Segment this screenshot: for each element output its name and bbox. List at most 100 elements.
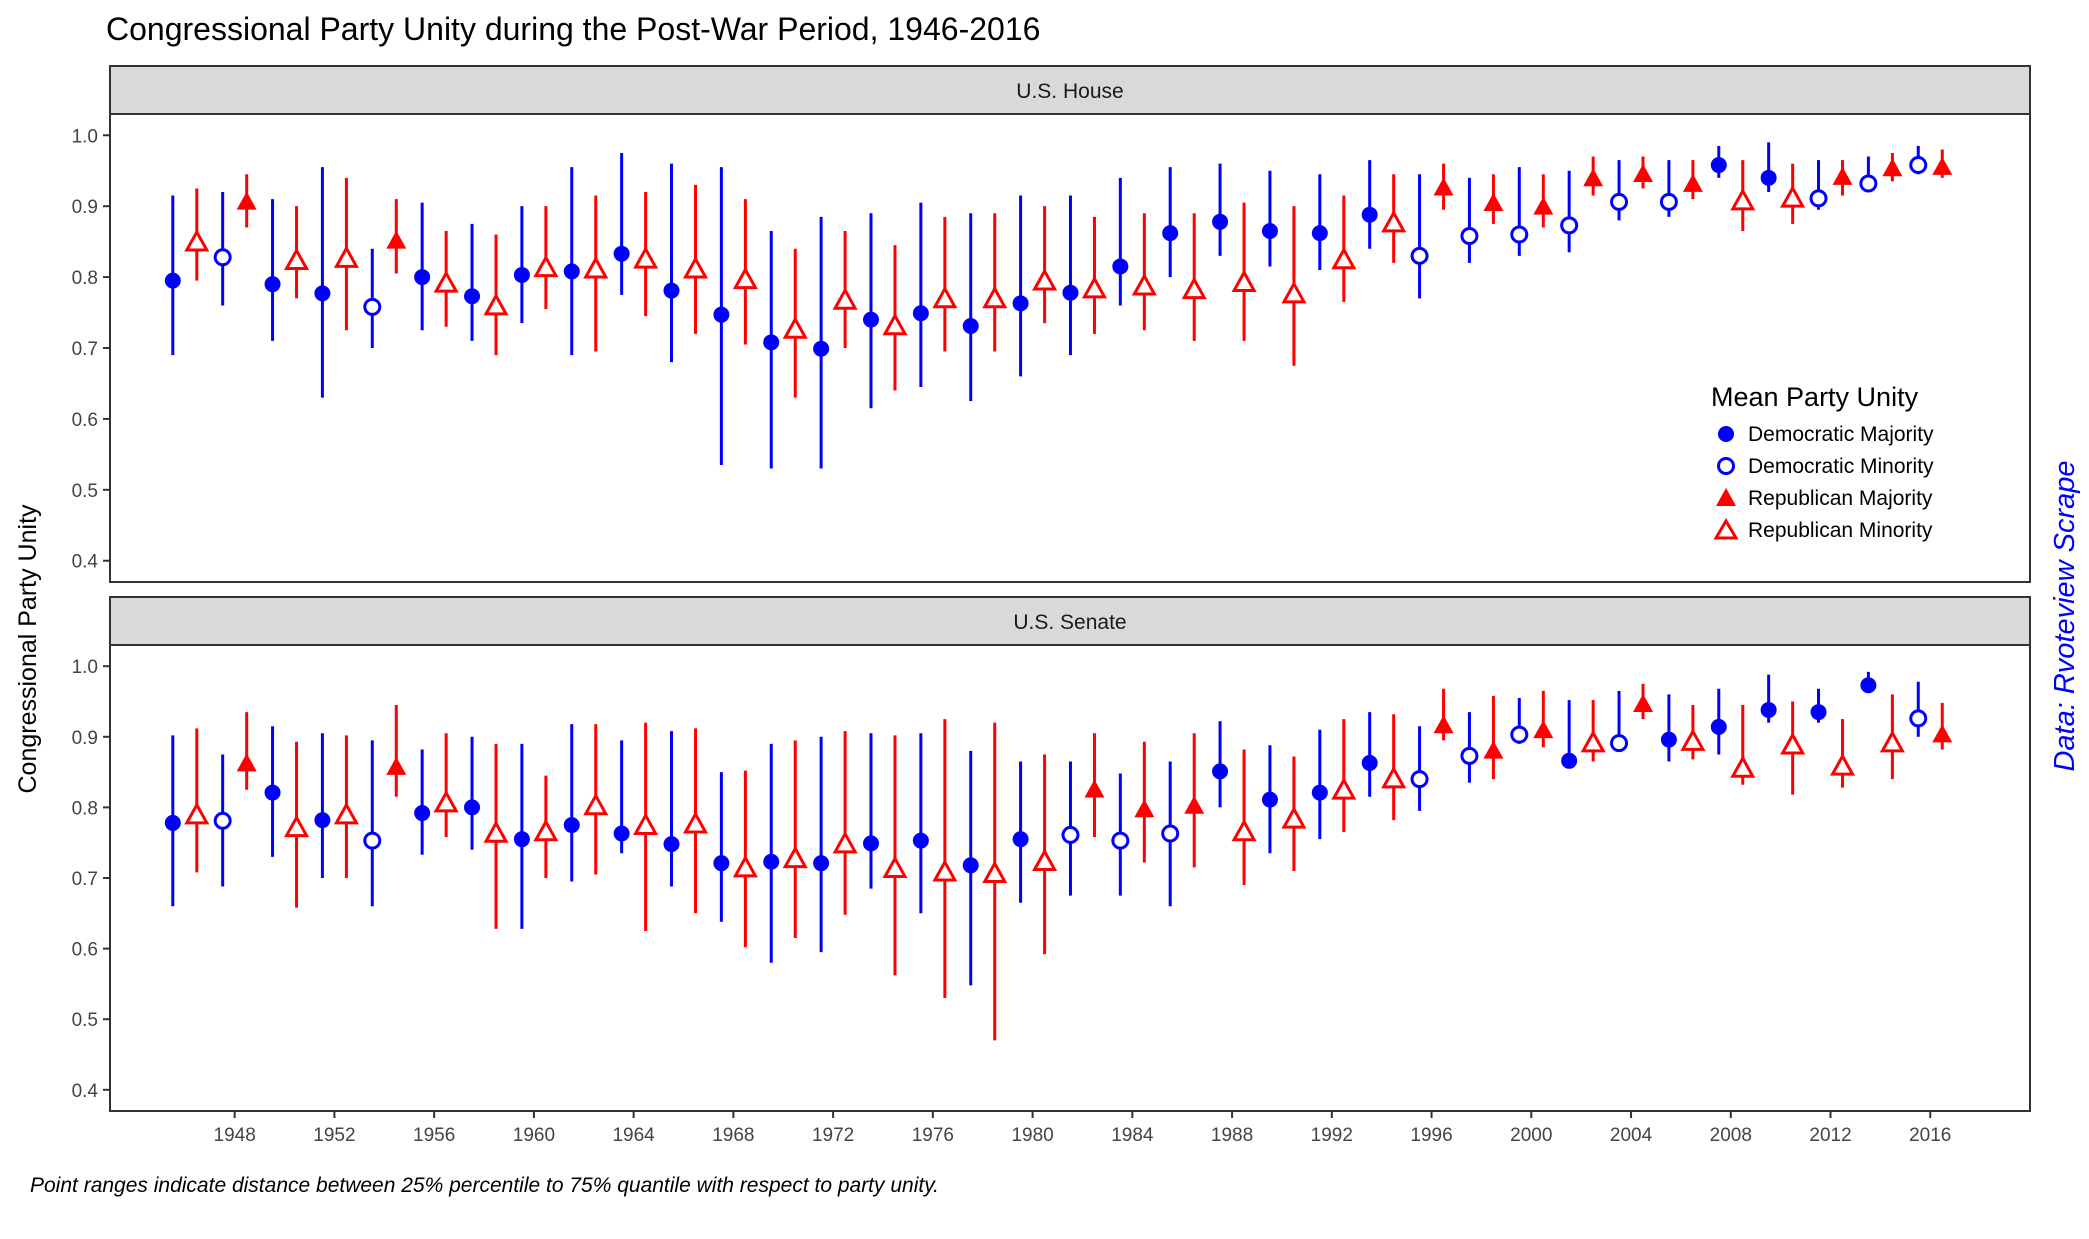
dem-majority-point bbox=[763, 853, 780, 870]
dem-majority-point bbox=[513, 831, 530, 848]
y-axis-house: 0.4 0.5 0.6 0.7 0.8 0.9 1.0 bbox=[72, 126, 110, 573]
dem-minority-point bbox=[1061, 825, 1080, 844]
dem-majority-point bbox=[912, 832, 929, 849]
dem-majority-point bbox=[1012, 831, 1029, 848]
x-tick-label: 1992 bbox=[1311, 1125, 1353, 1146]
rep-minority-point bbox=[932, 285, 958, 309]
dem-minority-point bbox=[1161, 824, 1180, 843]
y-axis-label: Congressional Party Unity bbox=[14, 504, 42, 794]
x-tick-label: 1968 bbox=[712, 1125, 754, 1146]
x-tick-label: 1980 bbox=[1011, 1125, 1053, 1146]
x-tick-label: 1988 bbox=[1211, 1125, 1253, 1146]
rep-majority-point bbox=[236, 191, 257, 210]
dem-majority-point bbox=[713, 306, 730, 323]
y-tick-label: 0.6 bbox=[72, 940, 98, 961]
dem-minority-point bbox=[213, 248, 232, 267]
dem-minority-point bbox=[1460, 746, 1479, 765]
dem-majority-point bbox=[763, 334, 780, 351]
rep-minority-point bbox=[1032, 848, 1058, 871]
dem-minority-point bbox=[1410, 246, 1429, 265]
dem-majority-point bbox=[1760, 701, 1777, 718]
rep-majority-point bbox=[386, 756, 407, 775]
x-tick-label: 1960 bbox=[513, 1125, 555, 1146]
rep-minority-point bbox=[483, 820, 509, 843]
rep-majority-point bbox=[1932, 724, 1953, 743]
strip-senate bbox=[109, 596, 2031, 646]
dem-majority-point bbox=[464, 799, 481, 816]
legend-entry-rep-majority: Republican Majority bbox=[1716, 487, 1933, 510]
rep-minority-point bbox=[1231, 269, 1257, 292]
dem-majority-point bbox=[1212, 763, 1229, 780]
rep-minority-point bbox=[1032, 267, 1058, 291]
rep-majority-point bbox=[1882, 158, 1903, 177]
dem-majority-point bbox=[1660, 731, 1677, 748]
dem-majority-point bbox=[1311, 225, 1328, 242]
rep-minority-point bbox=[533, 818, 559, 842]
rep-minority-point bbox=[1381, 209, 1407, 233]
legend-entry-rep-minority: Republican Minority bbox=[1713, 518, 1933, 542]
chart-title: Congressional Party Unity during the Pos… bbox=[106, 11, 1040, 47]
rep-majority-point bbox=[1433, 177, 1454, 196]
rep-minority-point bbox=[583, 255, 609, 279]
rep-minority-point bbox=[1829, 753, 1856, 776]
dem-majority-point bbox=[1361, 206, 1378, 223]
rep-minority-point bbox=[633, 812, 659, 835]
rep-minority-point bbox=[782, 845, 808, 869]
dem-majority-point bbox=[513, 266, 530, 283]
dem-majority-point bbox=[1012, 295, 1029, 312]
dem-majority-point bbox=[813, 855, 830, 872]
rep-minority-point bbox=[882, 312, 908, 336]
dem-majority-point bbox=[713, 855, 730, 872]
dem-minority-point bbox=[1610, 734, 1629, 753]
rep-majority-point bbox=[1483, 193, 1504, 212]
legend-entry-dem-minority: Democratic Minority bbox=[1717, 455, 1934, 478]
rep-minority-point bbox=[832, 287, 858, 310]
rep-minority-point bbox=[1231, 818, 1257, 842]
rep-minority-point bbox=[1081, 275, 1108, 299]
rep-minority-point bbox=[1281, 806, 1307, 829]
dem-majority-point bbox=[1062, 284, 1079, 301]
dem-majority-point bbox=[613, 825, 630, 842]
panel-senate: U.S. Senate 0.4 0.5 0.6 0.7 0.8 0.9 1.0 bbox=[72, 596, 2031, 1112]
legend-key-open-circle bbox=[1717, 457, 1735, 475]
dem-majority-point bbox=[414, 805, 431, 822]
dem-minority-point bbox=[363, 297, 382, 316]
dem-minority-point bbox=[1460, 226, 1479, 245]
dem-minority-point bbox=[1909, 156, 1928, 175]
dem-majority-point bbox=[663, 282, 680, 299]
x-tick-label: 1964 bbox=[612, 1125, 655, 1146]
caption: Point ranges indicate distance between 2… bbox=[30, 1174, 939, 1197]
dem-majority-point bbox=[663, 836, 680, 853]
dem-minority-point bbox=[363, 831, 382, 850]
dem-minority-point bbox=[213, 811, 232, 830]
rep-minority-point bbox=[583, 792, 609, 816]
x-tick-label: 2008 bbox=[1710, 1125, 1752, 1146]
y-tick-label: 0.9 bbox=[72, 728, 98, 749]
rep-minority-point bbox=[1281, 280, 1307, 304]
y-tick-label: 0.5 bbox=[72, 481, 98, 502]
rep-majority-point bbox=[1533, 196, 1554, 215]
x-tick-label: 1948 bbox=[214, 1125, 256, 1146]
dem-majority-point bbox=[314, 812, 331, 829]
rep-majority-point bbox=[1633, 163, 1654, 182]
rep-minority-point bbox=[184, 801, 210, 825]
rep-minority-point bbox=[1331, 777, 1357, 800]
rep-minority-point bbox=[184, 228, 210, 252]
rep-minority-point bbox=[1680, 728, 1706, 751]
x-tick-label: 1972 bbox=[812, 1125, 854, 1146]
dem-majority-point bbox=[1212, 213, 1229, 230]
x-tick-label: 2016 bbox=[1909, 1125, 1951, 1146]
dem-majority-point bbox=[1710, 157, 1727, 174]
rep-minority-point bbox=[1181, 276, 1207, 300]
dem-minority-point bbox=[1610, 192, 1629, 211]
rep-majority-point bbox=[1184, 795, 1205, 814]
rep-minority-point bbox=[533, 254, 559, 278]
dem-majority-point bbox=[1112, 258, 1129, 275]
y-tick-label: 0.6 bbox=[72, 410, 98, 431]
dem-majority-point bbox=[1710, 718, 1727, 735]
legend-key-filled-triangle bbox=[1716, 488, 1736, 506]
y-tick-label: 0.8 bbox=[72, 268, 98, 289]
panel-house: U.S. House 0.4 0.5 0.6 0.7 0.8 0.9 1.0 bbox=[72, 65, 2031, 583]
rep-majority-point bbox=[1483, 740, 1504, 759]
dem-minority-point bbox=[1560, 216, 1579, 235]
